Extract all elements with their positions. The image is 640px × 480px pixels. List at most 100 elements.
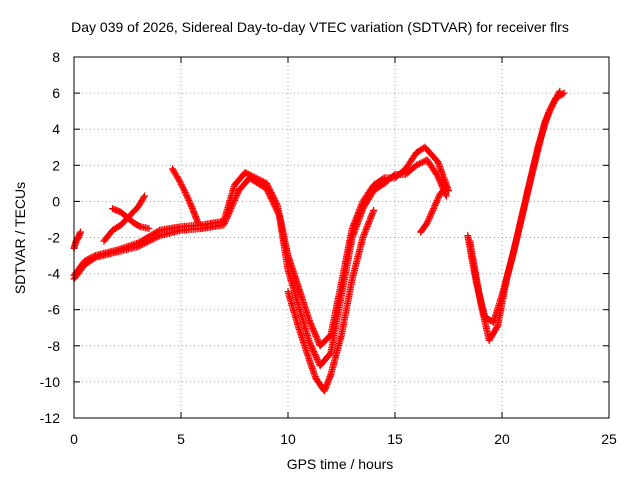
series-track-7 [168, 165, 202, 227]
data-point-marker [266, 187, 274, 195]
data-point-marker [263, 181, 271, 189]
data-point-marker [306, 340, 314, 348]
data-point-marker [76, 228, 84, 236]
data-point-marker [432, 200, 440, 208]
data-point-marker [244, 170, 252, 178]
data-point-marker [181, 188, 189, 196]
data-point-marker [311, 329, 319, 337]
data-point-marker [326, 350, 334, 358]
y-tick-label: -12 [40, 410, 60, 426]
data-point-marker [305, 338, 313, 346]
chart-title: Day 039 of 2026, Sidereal Day-to-day VTE… [71, 19, 569, 35]
x-tick-label: 0 [70, 431, 78, 447]
data-point-marker [140, 194, 148, 202]
data-point-marker [175, 176, 183, 184]
data-point-marker [308, 344, 316, 352]
data-point-marker [180, 187, 188, 195]
data-point-marker [179, 184, 187, 192]
data-point-marker [82, 256, 90, 264]
series-track-6 [109, 205, 153, 232]
data-point-marker [312, 352, 320, 360]
data-point-marker [187, 201, 195, 209]
data-point-marker [258, 177, 266, 185]
x-axis-ticks: 0 5 10 15 20 25 [70, 57, 617, 447]
data-point-marker [370, 206, 378, 214]
data-point-marker [379, 175, 387, 183]
data-point-marker [265, 184, 273, 192]
data-point-marker [442, 192, 450, 200]
data-point-marker [548, 103, 556, 111]
data-point-marker [441, 184, 449, 192]
y-tick-label: -8 [48, 338, 61, 354]
series-track-3 [284, 206, 378, 395]
data-point-marker [81, 257, 89, 265]
data-point-marker [550, 98, 558, 106]
data-point-marker [430, 205, 438, 213]
data-point-marker [434, 195, 442, 203]
y-tick-label: -6 [48, 302, 61, 318]
data-point-marker [556, 87, 564, 95]
data-point-marker [273, 199, 281, 207]
x-tick-label: 15 [387, 431, 403, 447]
data-point-marker [260, 178, 268, 186]
series-track-10 [466, 87, 564, 344]
data-point-marker [427, 211, 435, 219]
data-point-marker [177, 180, 185, 188]
data-point-marker [546, 106, 554, 114]
data-point-marker [429, 206, 437, 214]
y-tick-label: 4 [52, 121, 60, 137]
data-point-marker [427, 209, 435, 217]
data-point-marker [135, 222, 143, 230]
data-point-marker [310, 349, 318, 357]
data-point-marker [241, 169, 249, 177]
y-tick-label: 2 [52, 157, 60, 173]
data-point-marker [551, 96, 559, 104]
data-point-marker [423, 219, 431, 227]
x-tick-label: 5 [177, 431, 185, 447]
data-point-marker [183, 192, 191, 200]
data-point-marker [307, 320, 315, 328]
data-point-marker [311, 331, 319, 339]
data-point-marker [432, 198, 440, 206]
data-point-marker [430, 203, 438, 211]
data-point-marker [243, 169, 251, 177]
data-point-marker [267, 189, 275, 197]
x-tick-label: 25 [601, 431, 617, 447]
data-point-marker [90, 252, 98, 260]
data-point-marker [186, 198, 194, 206]
data-point-marker [552, 93, 560, 101]
data-point-marker [419, 158, 427, 166]
data-point-marker [428, 208, 436, 216]
data-point-marker [246, 171, 254, 179]
data-point-marker [414, 161, 422, 169]
data-point-marker [185, 196, 193, 204]
data-point-marker [313, 334, 321, 342]
data-point-marker [548, 101, 556, 109]
series-track-5 [100, 192, 149, 245]
data-point-marker [249, 172, 257, 180]
data-point-marker [312, 332, 320, 340]
data-point-marker [314, 337, 322, 345]
data-point-marker [435, 193, 443, 201]
data-point-marker [433, 197, 441, 205]
data-point-marker [313, 335, 321, 343]
data-point-marker [268, 190, 276, 198]
y-axis-label: SDTVAR / TECUs [12, 181, 28, 295]
data-point-marker [552, 95, 560, 103]
data-point-marker [549, 100, 557, 108]
data-point-marker [309, 324, 317, 332]
x-tick-label: 10 [280, 431, 296, 447]
data-point-marker [269, 193, 277, 201]
data-point-marker [307, 341, 315, 349]
series-track-8 [417, 183, 450, 236]
data-point-marker [308, 323, 316, 331]
data-point-marker [310, 328, 318, 336]
data-point-marker [84, 255, 92, 263]
data-point-marker [493, 323, 501, 331]
data-point-marker [442, 183, 450, 191]
y-tick-label: 8 [52, 49, 60, 65]
data-point-marker [247, 172, 255, 180]
data-point-marker [252, 174, 260, 182]
data-point-marker [250, 173, 258, 181]
data-point-marker [547, 104, 555, 112]
